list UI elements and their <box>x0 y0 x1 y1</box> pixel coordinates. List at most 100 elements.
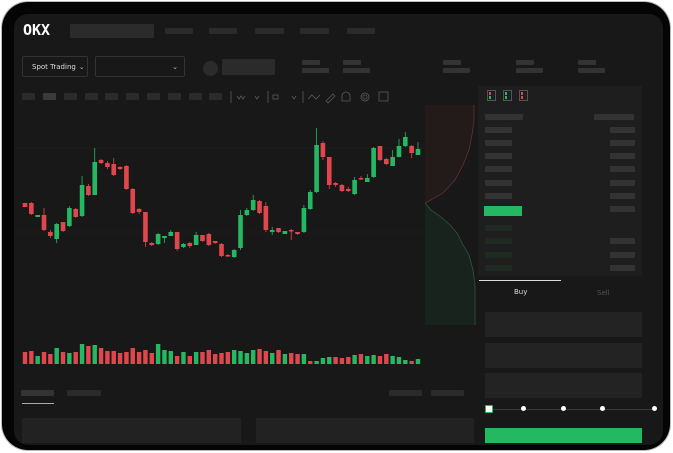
candle[interactable] <box>263 206 269 230</box>
candle[interactable] <box>73 209 79 217</box>
nav-item[interactable] <box>165 28 193 34</box>
candle[interactable] <box>384 159 389 164</box>
candlestick-chart[interactable] <box>0 0 430 380</box>
timeframe-button[interactable] <box>168 93 181 100</box>
nav-item[interactable] <box>300 28 329 34</box>
candle[interactable] <box>352 180 357 194</box>
filter-button[interactable] <box>389 390 422 396</box>
header-search[interactable] <box>70 24 154 38</box>
candle[interactable] <box>168 232 174 236</box>
candle[interactable] <box>415 149 421 155</box>
candle[interactable] <box>377 146 383 160</box>
candle[interactable] <box>301 208 307 232</box>
candle[interactable] <box>231 250 237 257</box>
candle[interactable] <box>364 178 370 182</box>
candle[interactable] <box>409 146 414 153</box>
candle[interactable] <box>105 163 110 167</box>
price-input[interactable] <box>485 312 642 337</box>
filter-button[interactable] <box>431 390 464 396</box>
pair-dropdown[interactable]: ⌄ <box>95 56 185 77</box>
candle[interactable] <box>282 231 288 234</box>
timeframe-button[interactable] <box>22 93 35 100</box>
candle[interactable] <box>67 208 72 226</box>
candle[interactable] <box>276 228 281 232</box>
candle[interactable] <box>41 215 47 230</box>
slider-track[interactable] <box>489 409 656 410</box>
candle[interactable] <box>86 186 91 195</box>
candle[interactable] <box>29 203 34 214</box>
nav-item[interactable] <box>209 28 237 34</box>
candle[interactable] <box>225 255 231 257</box>
candle[interactable] <box>200 235 205 241</box>
timeframe-button[interactable] <box>43 93 56 100</box>
timeframe-button[interactable] <box>85 93 98 100</box>
candle[interactable] <box>54 224 59 239</box>
candle[interactable] <box>136 209 142 212</box>
candle[interactable] <box>403 137 408 146</box>
candle[interactable] <box>390 157 395 166</box>
candle[interactable] <box>35 215 40 217</box>
indicator-icon[interactable] <box>236 95 246 100</box>
candle[interactable] <box>155 234 161 244</box>
candle[interactable] <box>60 222 66 231</box>
slider-step[interactable] <box>600 406 605 411</box>
total-input[interactable] <box>485 373 642 398</box>
candle[interactable] <box>174 232 180 249</box>
candle[interactable] <box>314 145 319 192</box>
candle[interactable] <box>162 236 167 238</box>
candle[interactable] <box>339 185 345 191</box>
candle[interactable] <box>143 212 148 242</box>
candle[interactable] <box>187 243 193 246</box>
candle[interactable] <box>117 167 123 169</box>
candle[interactable] <box>206 234 212 245</box>
candle[interactable] <box>181 244 186 247</box>
timeframe-button[interactable] <box>64 93 77 100</box>
slider-step[interactable] <box>521 406 526 411</box>
candle[interactable] <box>288 230 294 232</box>
timeframe-button[interactable] <box>209 93 222 100</box>
book-asks-icon[interactable] <box>519 90 528 101</box>
candle[interactable] <box>257 201 262 213</box>
buy-button[interactable] <box>485 428 642 443</box>
timeframe-button[interactable] <box>126 93 139 100</box>
candle[interactable] <box>98 160 104 163</box>
book-both-icon[interactable] <box>487 90 496 101</box>
candle[interactable] <box>238 215 243 248</box>
timeframe-button[interactable] <box>189 93 202 100</box>
candle[interactable] <box>79 185 85 216</box>
candle[interactable] <box>244 210 250 215</box>
candle[interactable] <box>371 148 376 177</box>
line-icon[interactable] <box>307 94 321 100</box>
slider-step[interactable] <box>652 406 657 411</box>
candle[interactable] <box>326 157 332 185</box>
candle[interactable] <box>333 183 338 185</box>
slider-handle[interactable] <box>485 405 493 413</box>
candle[interactable] <box>149 243 155 245</box>
settings-icon[interactable] <box>360 92 370 102</box>
timeframe-button[interactable] <box>147 93 160 100</box>
book-bids-icon[interactable] <box>503 90 512 101</box>
candle[interactable] <box>219 244 224 256</box>
candle[interactable] <box>250 200 256 210</box>
candle[interactable] <box>212 241 218 243</box>
candle[interactable] <box>48 232 53 236</box>
chart-type-icon[interactable] <box>254 95 260 100</box>
candle[interactable] <box>124 166 129 189</box>
chevron-down-icon[interactable] <box>291 95 297 100</box>
timeframe-button[interactable] <box>105 93 118 100</box>
camera-icon[interactable] <box>341 91 351 102</box>
tab-sell[interactable]: Sell <box>597 289 610 297</box>
candle[interactable] <box>358 178 364 180</box>
candle[interactable] <box>130 189 136 213</box>
tab-buy[interactable]: Buy <box>514 288 528 296</box>
candle[interactable] <box>269 230 275 232</box>
tab-order-history[interactable] <box>67 390 101 396</box>
candle[interactable] <box>320 143 326 157</box>
candle[interactable] <box>295 232 300 234</box>
fullscreen-icon[interactable] <box>378 91 389 102</box>
candle[interactable] <box>307 192 313 209</box>
candle[interactable] <box>193 235 199 245</box>
okx-logo[interactable]: OKX <box>23 21 51 39</box>
tab-open-orders[interactable] <box>21 390 54 396</box>
depth-toggle-icon[interactable] <box>272 94 279 100</box>
